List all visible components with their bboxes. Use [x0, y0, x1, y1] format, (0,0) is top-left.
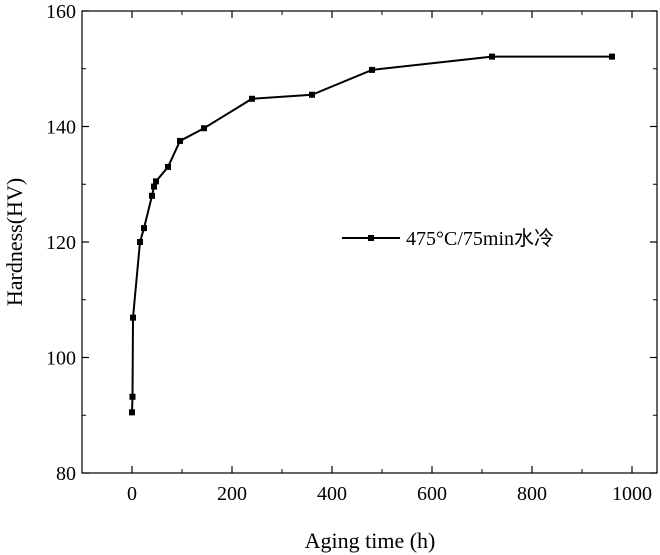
legend: 475°C/75min水冷 — [342, 227, 554, 250]
y-tick-label: 80 — [56, 463, 76, 485]
data-point — [130, 314, 136, 321]
data-point — [151, 183, 157, 190]
x-tick-label: 200 — [217, 483, 247, 505]
data-point — [129, 409, 135, 416]
y-tick-label: 160 — [46, 1, 76, 23]
axis-ticks — [81, 10, 657, 474]
x-tick-label: 1000 — [612, 483, 652, 505]
series-layer — [129, 53, 615, 416]
data-point — [149, 192, 155, 199]
legend-marker — [368, 235, 374, 241]
data-point — [153, 178, 159, 185]
y-tick-label: 120 — [46, 232, 76, 254]
y-axis-title: Hardness(HV) — [2, 178, 27, 306]
data-point — [309, 91, 315, 98]
data-point — [489, 53, 495, 60]
x-tick-label: 0 — [127, 483, 137, 505]
y-tick-label: 140 — [46, 117, 76, 139]
data-point — [137, 239, 143, 245]
data-point — [369, 66, 375, 73]
data-point — [609, 53, 615, 60]
plot-frame — [81, 10, 658, 474]
data-point — [201, 125, 207, 132]
x-axis-title: Aging time (h) — [305, 528, 436, 553]
x-tick-label: 800 — [517, 483, 547, 505]
data-point — [129, 393, 136, 400]
x-tick-label: 600 — [417, 483, 447, 505]
axis-tick-labels: 0 200 400 600 800 1000 80 100 120 140 160 — [46, 1, 652, 505]
series-line — [131, 55, 612, 413]
data-point — [249, 95, 255, 102]
y-tick-label: 100 — [46, 348, 76, 370]
legend-label: 475°C/75min水冷 — [406, 227, 554, 250]
data-point — [141, 225, 147, 232]
data-point — [177, 137, 183, 144]
data-point — [165, 163, 171, 170]
x-tick-label: 400 — [317, 483, 347, 505]
